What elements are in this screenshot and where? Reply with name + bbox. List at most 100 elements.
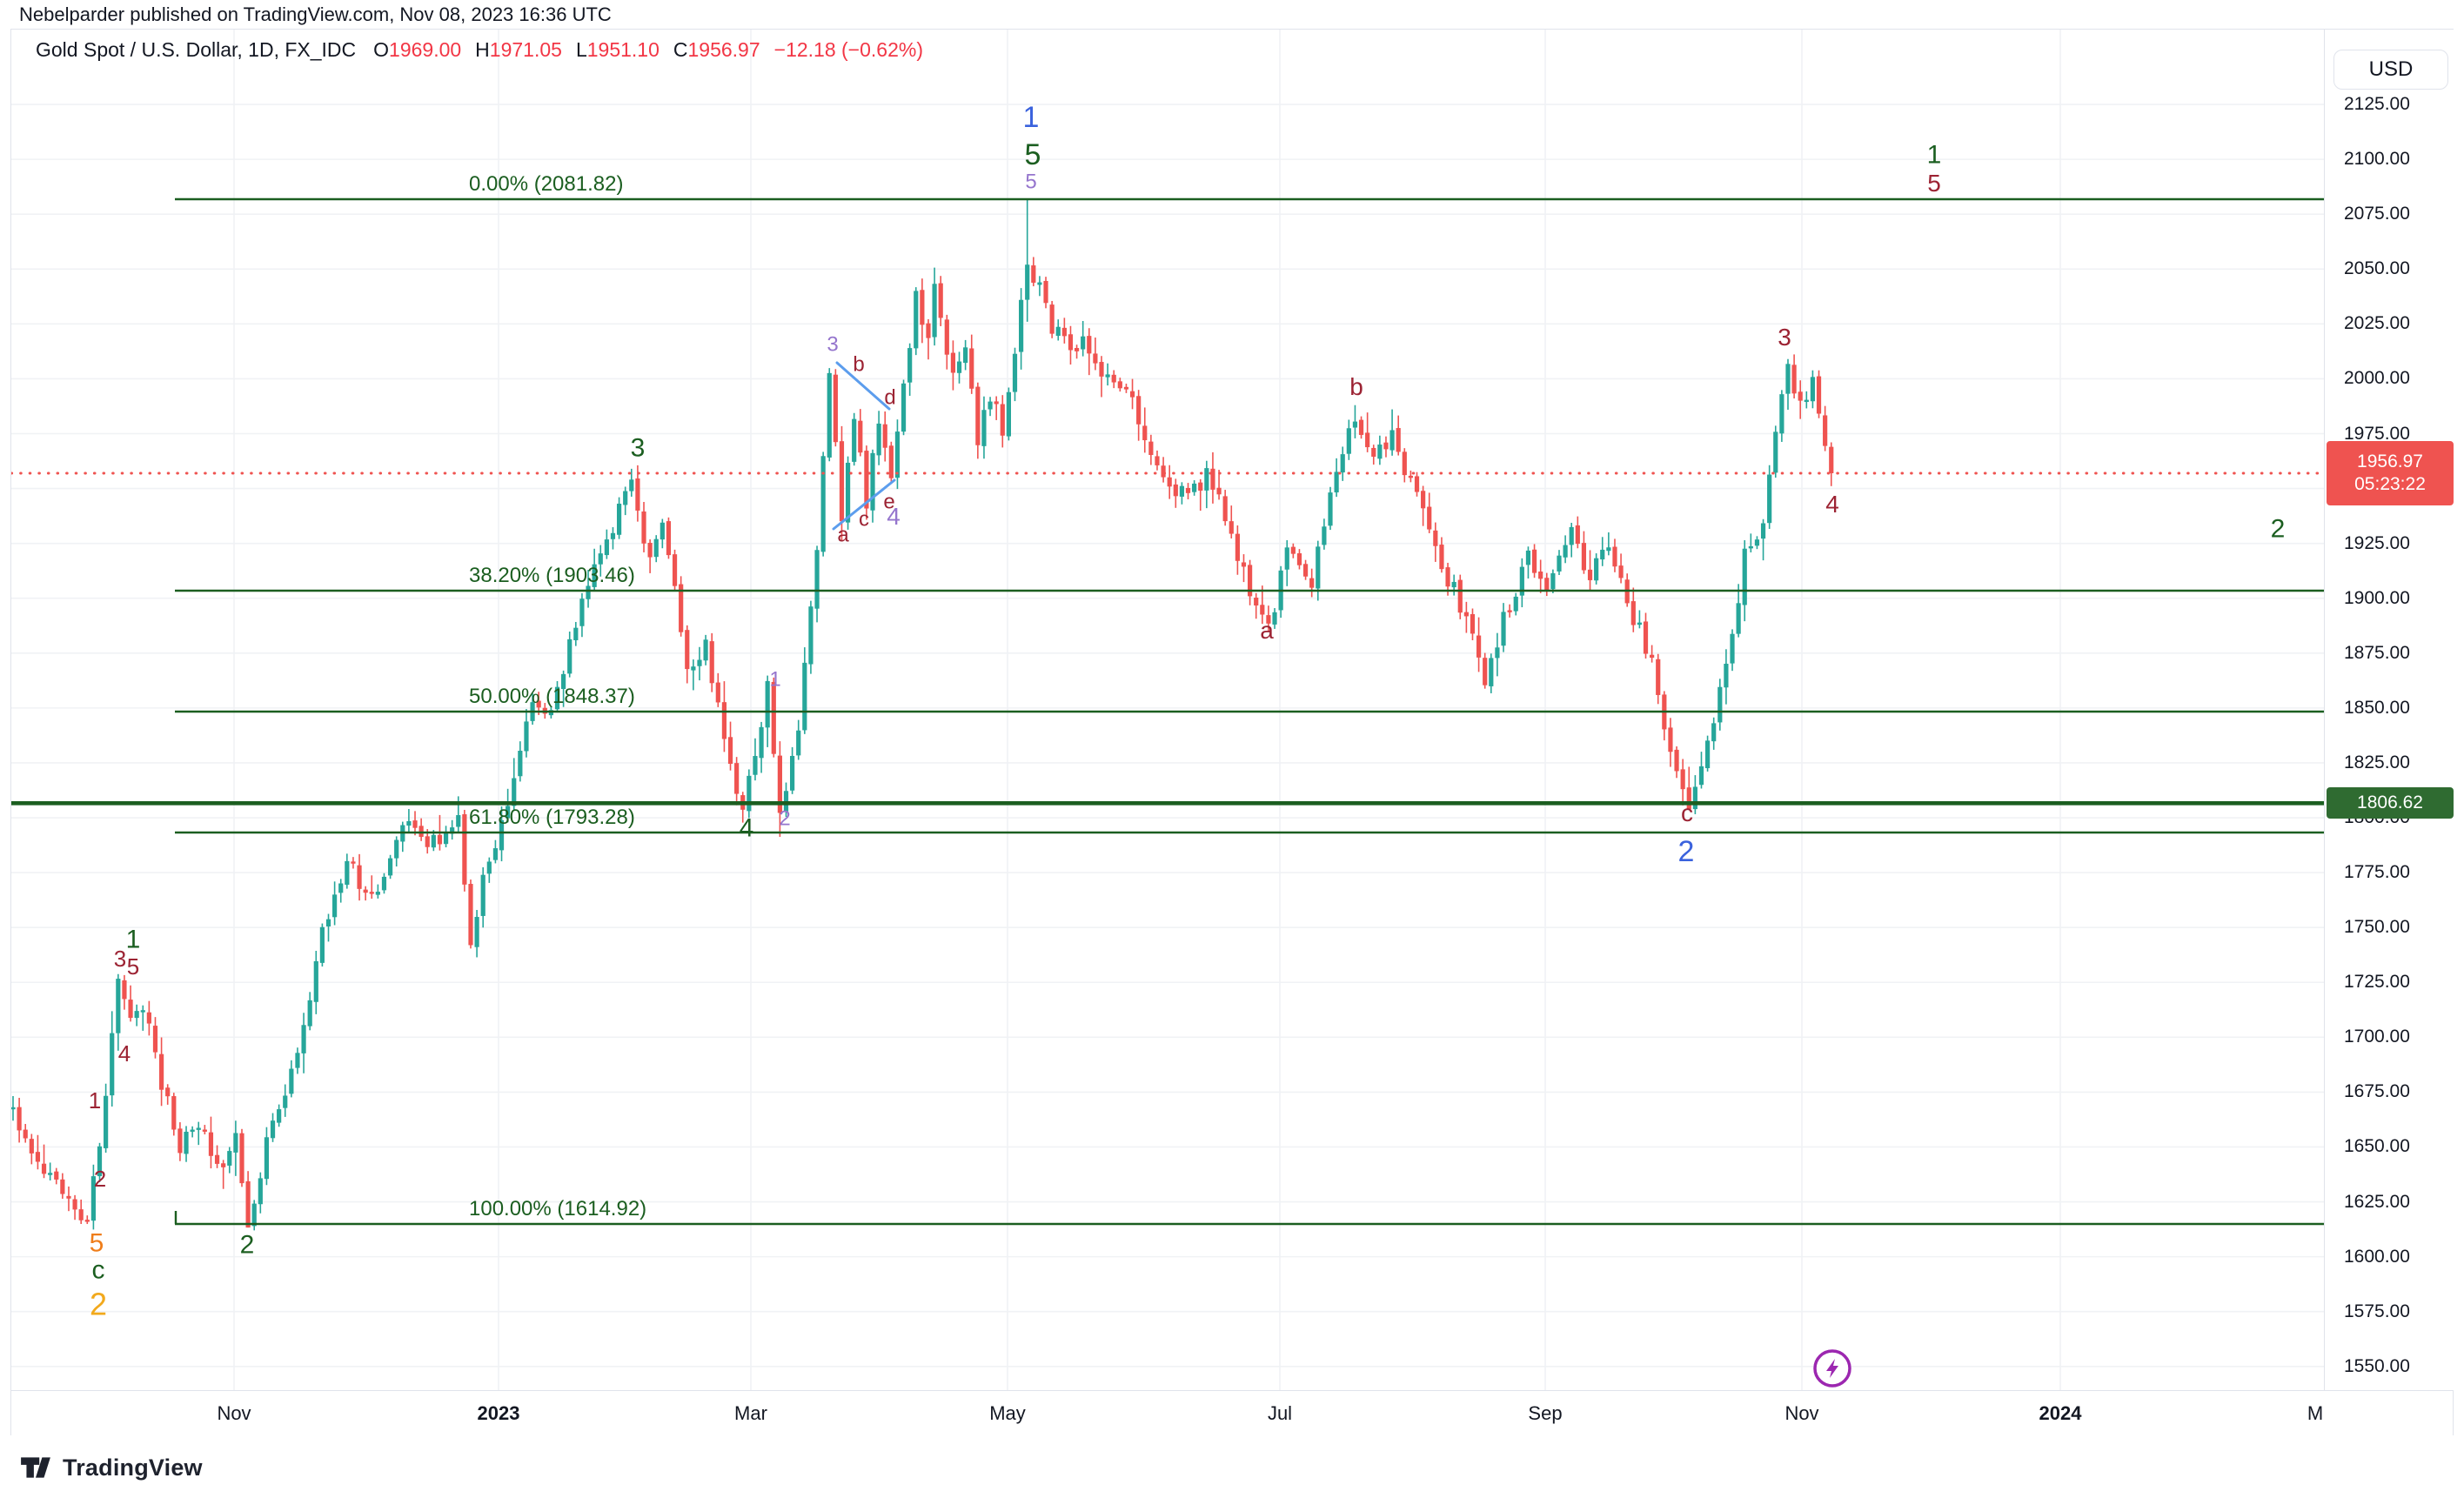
candle-body <box>381 876 387 891</box>
candle-body <box>1421 491 1426 509</box>
wave-label-3[interactable]: 3 <box>827 332 838 356</box>
wave-label-5[interactable]: 5 <box>127 953 139 980</box>
candle-body <box>1081 336 1086 350</box>
candle-body <box>747 775 752 812</box>
wave-label-2[interactable]: 2 <box>240 1231 255 1260</box>
candle-body <box>1674 749 1679 772</box>
wave-label-c[interactable]: c <box>92 1256 105 1285</box>
wave-label-e[interactable]: e <box>883 490 894 513</box>
candle-body <box>29 1139 34 1154</box>
wave-label-2[interactable]: 2 <box>779 806 790 830</box>
candle-body <box>387 858 393 876</box>
candle-body <box>1470 613 1476 634</box>
wave-label-b[interactable]: b <box>853 352 864 376</box>
wave-label-4[interactable]: 4 <box>1825 491 1839 518</box>
candle-body <box>152 1026 158 1053</box>
wave-label-2[interactable]: 2 <box>94 1166 106 1192</box>
fib-level-label: 50.00% (1848.37) <box>469 685 635 708</box>
wave-label-4[interactable]: 4 <box>118 1040 131 1067</box>
candle-body <box>894 431 901 478</box>
candle-body <box>858 420 863 453</box>
wave-label-c[interactable]: c <box>859 507 869 531</box>
price-tick-label: 2025.00 <box>2344 313 2410 334</box>
wave-label-d[interactable]: d <box>884 385 895 409</box>
time-axis[interactable]: Nov 2023 Mar May Jul Sep Nov 2024 M <box>11 1390 2453 1435</box>
candle-body <box>988 401 993 410</box>
candle-body <box>845 462 851 523</box>
wave-label-1[interactable]: 1 <box>769 667 780 691</box>
tradingview-logo[interactable]: TradingView <box>19 1451 203 1484</box>
wave-label-3[interactable]: 3 <box>114 946 126 972</box>
candle-body <box>1093 353 1098 364</box>
wave-label-3[interactable]: 3 <box>1778 324 1791 351</box>
wave-label-1[interactable]: 1 <box>1927 141 1942 170</box>
candle-body <box>697 659 702 666</box>
candle-body <box>1445 567 1450 587</box>
wave-label-2[interactable]: 2 <box>1678 835 1695 868</box>
candle-body <box>1371 447 1376 458</box>
candle-body <box>289 1068 294 1094</box>
candle-body <box>1192 483 1197 492</box>
candle-body <box>313 960 318 1002</box>
candle-body <box>1129 391 1135 398</box>
wave-label-2[interactable]: 2 <box>90 1287 107 1322</box>
candle-body <box>208 1132 214 1156</box>
wave-label-a[interactable]: a <box>837 523 849 546</box>
symbol-title: Gold Spot / U.S. Dollar, 1D, FX_IDC <box>36 38 357 61</box>
trendline[interactable] <box>835 361 891 411</box>
candle-body <box>969 348 974 389</box>
candle-body <box>110 1033 115 1096</box>
wave-label-5[interactable]: 5 <box>1025 138 1041 171</box>
candle-body <box>1111 374 1116 383</box>
candle-body <box>1302 564 1309 577</box>
wave-label-5[interactable]: 5 <box>90 1229 104 1258</box>
candle-body <box>653 538 659 558</box>
candle-body <box>54 1171 59 1180</box>
wave-label-c[interactable]: c <box>1681 799 1693 826</box>
price-tick-label: 1900.00 <box>2344 587 2410 608</box>
candle-body <box>227 1151 232 1166</box>
candle-body <box>78 1209 84 1220</box>
wave-label-1[interactable]: 1 <box>1023 101 1040 134</box>
wave-label-1[interactable]: 1 <box>126 926 141 954</box>
wave-label-3[interactable]: 3 <box>631 434 646 463</box>
candle-body <box>1155 456 1160 465</box>
candle-body <box>598 553 603 565</box>
candle-body <box>239 1133 244 1184</box>
candle-body <box>802 662 807 731</box>
wave-label-4[interactable]: 4 <box>740 814 754 843</box>
candle-body <box>1630 601 1636 625</box>
candle-body <box>1074 348 1080 351</box>
candle-body <box>1427 506 1432 530</box>
candle-body <box>146 1012 151 1024</box>
candle-body <box>1099 362 1104 377</box>
trendline[interactable] <box>832 478 896 531</box>
candle-body <box>888 445 894 478</box>
wave-label-b[interactable]: b <box>1349 373 1363 400</box>
currency-button[interactable]: USD <box>2333 50 2448 90</box>
candle-body <box>561 673 566 689</box>
candle-body <box>820 456 826 552</box>
candle-body <box>1173 484 1178 497</box>
candle-body <box>901 383 907 432</box>
price-axis[interactable]: 1550.00 1575.00 1600.00 1625.00 1650.00 1675.… <box>2324 30 2454 1390</box>
candle-body <box>1266 615 1271 624</box>
candle-body <box>1296 553 1302 565</box>
candle-body <box>796 730 801 756</box>
wave-label-4[interactable]: 4 <box>887 503 901 530</box>
wave-label-5[interactable]: 5 <box>1025 170 1036 193</box>
candle-body <box>1581 543 1587 571</box>
wave-label-2[interactable]: 2 <box>2271 515 2286 544</box>
wave-label-5[interactable]: 5 <box>1927 170 1941 197</box>
wave-label-1[interactable]: 1 <box>89 1087 101 1113</box>
candle-body <box>1148 441 1154 456</box>
candle-body <box>345 860 350 886</box>
price-chart-plot[interactable]: 0.00% (2081.82) 38.20% (1903.46) 50.00% (1… <box>11 30 2324 1390</box>
symbol-legend[interactable]: Gold Spot / U.S. Dollar, 1D, FX_IDC O196… <box>36 38 923 62</box>
candle-body <box>975 386 981 445</box>
candle-body <box>920 290 925 325</box>
price-tick-label: 1725.00 <box>2344 972 2410 993</box>
candle-body <box>450 827 455 834</box>
wave-label-a[interactable]: a <box>1260 617 1274 644</box>
candle-body <box>876 423 881 456</box>
